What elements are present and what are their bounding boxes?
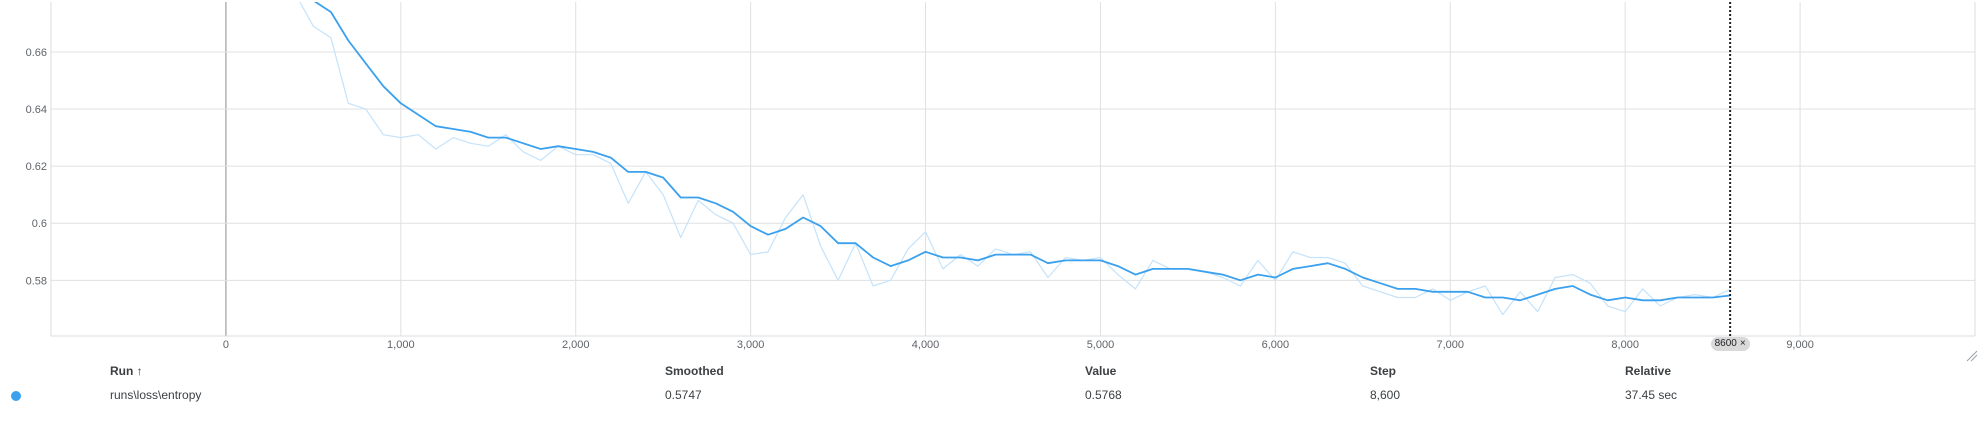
header-run[interactable]: Run ↑ — [110, 364, 143, 378]
close-icon[interactable]: × — [1739, 338, 1746, 349]
loss-chart[interactable]: 0 1,000 2,000 3,000 4,000 5,000 6,000 7,000 8,00… — [0, 0, 1983, 364]
header-value[interactable]: Value — [1085, 364, 1117, 378]
x-tick-label: 0 — [223, 339, 229, 351]
resize-handle-icon[interactable] — [1966, 350, 1978, 362]
x-tick-label: 3,000 — [737, 339, 765, 351]
y-tick-label: 0.64 — [26, 104, 47, 116]
chart-grid — [51, 2, 1975, 336]
chart-tick-labels: 0 1,000 2,000 3,000 4,000 5,000 6,000 7,000 8,00… — [26, 47, 1814, 351]
header-smoothed[interactable]: Smoothed — [665, 364, 724, 378]
cell-value: 0.5768 — [1085, 388, 1122, 402]
x-tick-label: 6,000 — [1262, 339, 1290, 351]
header-step[interactable]: Step — [1370, 364, 1397, 378]
x-tick-label: 5,000 — [1087, 339, 1115, 351]
cursor-step-badge[interactable]: 8600 × — [1710, 337, 1750, 351]
x-tick-label: 9,000 — [1786, 339, 1814, 351]
run-color-dot — [11, 391, 21, 401]
chart-axes — [50, 2, 1976, 337]
smoothed-series-line — [313, 2, 1731, 302]
y-tick-label: 0.66 — [26, 47, 47, 59]
cell-run: runs\loss\entropy — [110, 388, 202, 402]
x-tick-label: 1,000 — [387, 339, 415, 351]
cursor-step-label: 8600 — [1714, 338, 1737, 349]
run-data-table: Run ↑ Smoothed Value Step Relative runs\… — [0, 364, 1983, 422]
y-tick-label: 0.58 — [26, 275, 47, 287]
raw-series-line — [299, 2, 1731, 316]
y-tick-label: 0.62 — [26, 161, 47, 173]
x-tick-label: 4,000 — [912, 339, 940, 351]
x-tick-label: 7,000 — [1437, 339, 1465, 351]
cell-step: 8,600 — [1370, 388, 1401, 402]
x-tick-label: 2,000 — [562, 339, 590, 351]
y-tick-label: 0.6 — [32, 218, 47, 230]
cell-smoothed: 0.5747 — [665, 388, 702, 402]
chart-lines — [299, 2, 1731, 316]
cell-relative: 37.45 sec — [1625, 388, 1678, 402]
header-relative[interactable]: Relative — [1625, 364, 1672, 378]
x-tick-label: 8,000 — [1611, 339, 1639, 351]
